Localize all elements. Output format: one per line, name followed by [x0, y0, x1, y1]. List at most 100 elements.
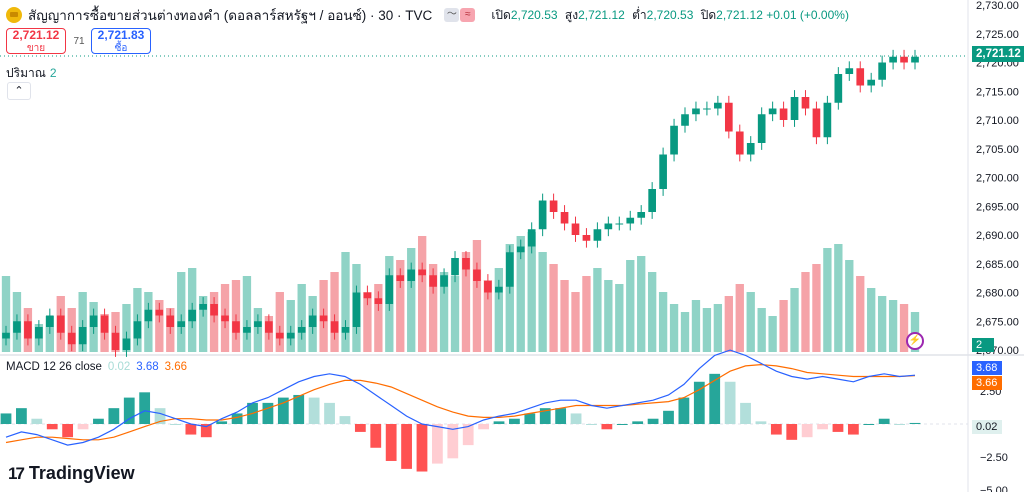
macd-tick-label: −5.00 [980, 485, 1008, 492]
candle-body [297, 327, 306, 333]
candle-body [724, 102, 733, 132]
indicator-pill[interactable]: 〜 ≈ [444, 8, 476, 22]
candle-body [177, 321, 186, 327]
candle-body [429, 275, 437, 287]
volume-bar [790, 288, 799, 352]
volume-bar [637, 256, 646, 352]
histogram-bar [46, 424, 58, 430]
histogram-bar [431, 424, 443, 464]
volume-bar [888, 300, 898, 352]
histogram-bar [93, 418, 104, 424]
candle-body [330, 321, 339, 333]
volume-bar [122, 304, 131, 352]
volume-bar [669, 304, 679, 352]
volume-bar [418, 236, 427, 352]
price-tick-label: 2,700.00 [976, 173, 1019, 185]
volume-bar [330, 272, 339, 352]
volume-legend[interactable]: ปริมาณ 2 [6, 64, 57, 83]
volume-value: 2 [49, 66, 57, 80]
candle-body [615, 223, 624, 225]
symbol-title[interactable]: สัญญาการซื้อขายส่วนต่างทองคำ (ดอลลาร์สหร… [28, 8, 433, 23]
histogram-bar [170, 424, 181, 425]
volume-bar [823, 248, 832, 352]
histogram-bar [154, 408, 166, 424]
candle-body [254, 321, 262, 327]
candle-body [275, 332, 284, 339]
candle-body [505, 252, 514, 287]
histogram-bar [0, 413, 12, 424]
volume-bar [593, 268, 602, 352]
macd-legend[interactable]: MACD 12 26 close 0.02 3.68 3.66 [6, 361, 187, 373]
volume-bar [845, 260, 854, 352]
histogram-bar [832, 424, 844, 432]
ohlc-readout: เปิด2,720.53 สูง2,721.12 ต่ำ2,720.53 ปิด… [487, 6, 849, 25]
volume-bar [615, 284, 624, 352]
tradingview-logo[interactable]: 17 TradingView [8, 463, 135, 484]
volume-bar [494, 268, 503, 352]
volume-bar [746, 292, 755, 352]
histogram-bar [647, 418, 659, 424]
buy-button[interactable]: 2,721.83 ซื้อ [91, 28, 151, 54]
volume-bar [461, 252, 471, 352]
histogram-bar [200, 424, 212, 438]
chevron-up-icon[interactable]: ⌃ [7, 82, 31, 100]
histogram-bar [262, 402, 274, 424]
histogram-bar [894, 424, 905, 425]
sell-button[interactable]: 2,721.12 ขาย [6, 28, 66, 54]
logo-text: TradingView [28, 463, 135, 483]
histogram-bar [354, 424, 366, 432]
price-tick-label: 2,675.00 [976, 316, 1019, 328]
candle-body [790, 97, 799, 120]
macd-histogram [0, 373, 921, 472]
histogram-bar [231, 413, 243, 424]
candle-body [396, 275, 405, 281]
histogram-bar [77, 424, 89, 430]
volume-bar [834, 244, 843, 352]
candle-body [648, 189, 656, 212]
candle-body [111, 332, 120, 350]
histogram-bar [601, 424, 613, 430]
volume-bar [198, 296, 208, 352]
volume-bar [341, 252, 350, 352]
price-axis: 2,730.002,725.002,720.002,715.002,710.00… [976, 0, 1019, 492]
candle-body [352, 292, 361, 327]
candle-body [341, 327, 350, 333]
histogram-bar [509, 418, 520, 424]
volume-bar [538, 252, 547, 352]
candle-body [911, 56, 919, 63]
macd-lines [5, 349, 916, 446]
histogram-bar [401, 424, 412, 469]
candle-body [703, 108, 711, 110]
price-tick-label: 2,725.00 [976, 29, 1019, 41]
macd-line [5, 349, 916, 446]
candle-body [527, 229, 536, 247]
volume-bar [724, 296, 733, 352]
volume-bar [516, 236, 525, 352]
price-tick-label: 2,695.00 [976, 201, 1019, 213]
candle-body [462, 258, 470, 270]
wave-icon: 〜 [444, 8, 460, 22]
volume-bar [768, 316, 777, 352]
buy-price: 2,721.83 [97, 28, 145, 42]
candle-body [13, 321, 21, 333]
candle-body [374, 298, 383, 304]
volume-bar [812, 264, 821, 352]
volume-bar [407, 248, 416, 352]
histogram-bar [447, 424, 459, 459]
candle-body [659, 154, 667, 189]
histogram-bar [524, 413, 536, 424]
histogram-bar [308, 397, 320, 424]
gold-symbol-icon [6, 7, 22, 23]
histogram-bar [786, 424, 798, 440]
volume-bar [877, 296, 887, 352]
candle-body [166, 315, 175, 327]
candle-body [418, 269, 427, 276]
lightning-icon[interactable]: ⚡ [906, 332, 924, 350]
histogram-bar [755, 421, 767, 424]
volume-bar [899, 304, 909, 352]
candle-body [243, 327, 251, 333]
volume-bar [735, 284, 744, 352]
histogram-bar [847, 424, 859, 435]
histogram-bar [663, 410, 674, 424]
